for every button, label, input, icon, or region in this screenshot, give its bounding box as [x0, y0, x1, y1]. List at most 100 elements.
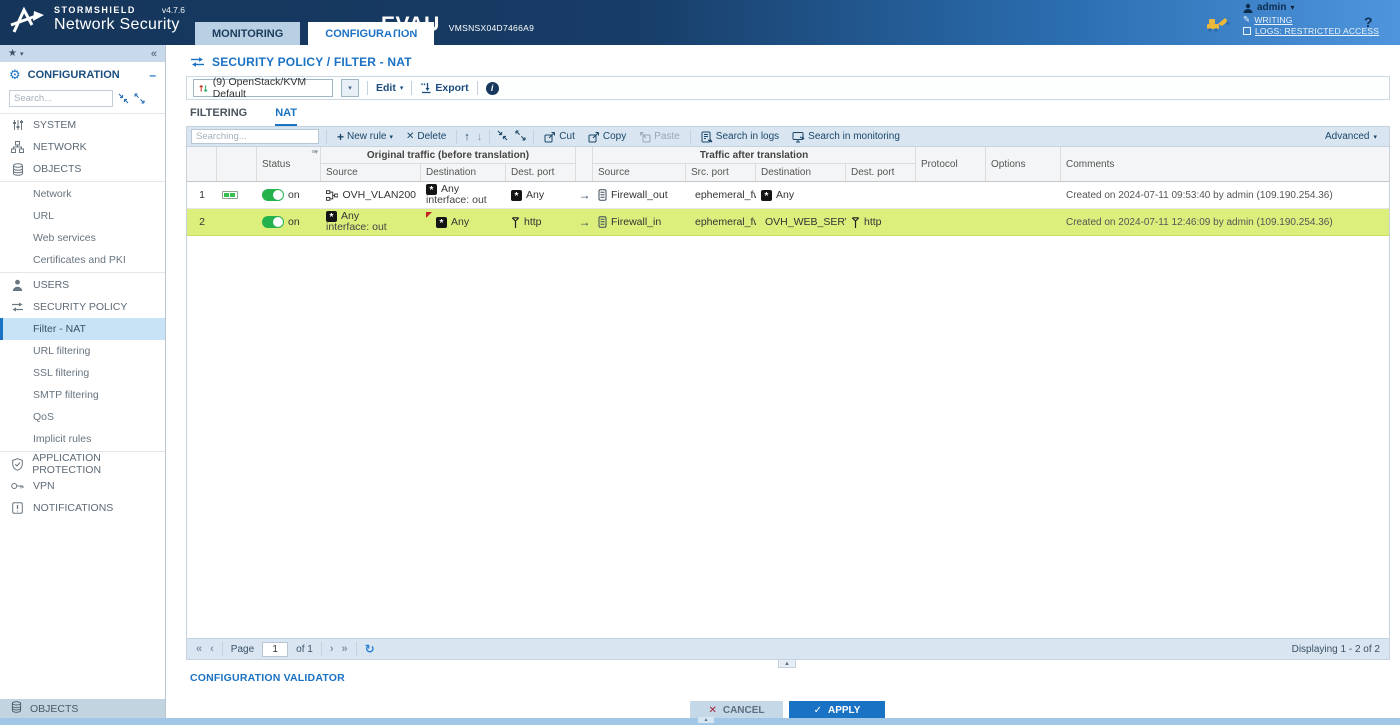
panel-collapse-handle[interactable]: ▲	[778, 660, 796, 668]
favorites-menu[interactable]: ★ ▾	[8, 48, 23, 59]
any-icon	[511, 189, 522, 201]
collapse-all-button[interactable]	[118, 93, 129, 104]
protocol-cell	[916, 209, 986, 235]
collapse-rows-button[interactable]	[497, 130, 508, 144]
options-cell	[986, 182, 1061, 208]
view-tabs: FILTERING NAT	[190, 107, 298, 127]
delete-icon: ✕	[406, 131, 415, 142]
sidebar-item-url[interactable]: URL	[33, 210, 55, 222]
move-up-button[interactable]: ↑	[464, 130, 470, 143]
expand-all-button[interactable]	[134, 93, 145, 104]
next-page-button[interactable]: ›	[329, 643, 334, 655]
edit-button[interactable]: Edit ▾	[376, 82, 404, 94]
copy-icon	[588, 131, 599, 142]
header-protocol: Protocol	[916, 147, 986, 181]
sidebar-item-security-policy[interactable]: SECURITY POLICY	[0, 296, 165, 318]
first-page-button[interactable]: «	[196, 643, 203, 655]
rules-search-input[interactable]	[191, 129, 319, 144]
arrow-right-icon: →	[578, 188, 591, 202]
collapse-tree-button[interactable]: –	[149, 67, 156, 82]
prev-page-button[interactable]: ‹	[210, 643, 214, 655]
user-icon	[10, 279, 25, 291]
divider	[367, 81, 368, 95]
star-icon: ★	[8, 48, 17, 59]
sidebar-item-filter-nat[interactable]: Filter - NAT	[0, 318, 165, 340]
refresh-icon[interactable]: ↻	[364, 642, 375, 656]
paste-button[interactable]: Paste	[636, 131, 683, 143]
sidebar-item-url-filtering[interactable]: URL filtering	[33, 345, 91, 357]
sidebar-item-qos[interactable]: QoS	[33, 411, 55, 423]
cancel-button[interactable]: ✕ CANCEL	[690, 701, 783, 719]
sidebar-item-users[interactable]: USERS	[0, 274, 165, 296]
header-dest-port: Dest. port	[506, 164, 576, 181]
sidebar-item-network[interactable]: NETWORK	[0, 136, 165, 158]
database-icon	[11, 701, 22, 716]
info-icon[interactable]: i	[485, 81, 499, 95]
sidebar-item-certificates[interactable]: Certificates and PKI	[33, 254, 126, 266]
dest-port-cell: Any	[506, 182, 576, 208]
policy-dropdown-button[interactable]: ▾	[341, 79, 359, 97]
nat-arrows-icon	[10, 301, 25, 313]
sidebar-item-notifications[interactable]: NOTIFICATIONS	[0, 497, 165, 519]
policy-selector[interactable]: (9) OpenStack/KVM Default	[193, 76, 333, 100]
cut-button[interactable]: Cut	[541, 131, 578, 143]
nat-rule-row[interactable]: 1 on OVH_VLAN200 Any interface: out Any	[187, 182, 1389, 209]
export-button[interactable]: Export	[420, 82, 469, 94]
help-button[interactable]: ?	[1364, 14, 1373, 30]
move-down-button[interactable]: ↓	[476, 130, 483, 143]
configuration-validator-link[interactable]: CONFIGURATION VALIDATOR	[190, 672, 345, 684]
sidebar-item-application-protection[interactable]: APPLICATION PROTECTION	[0, 452, 165, 476]
brand-name-small: STORMSHIELD	[54, 5, 136, 15]
apply-button[interactable]: ✓ APPLY	[789, 701, 885, 719]
usage-indicator-icon	[217, 182, 257, 208]
sidebar-search-row	[0, 87, 165, 114]
t-source-cell: Firewall_in	[593, 209, 686, 235]
tab-configuration[interactable]: CONFIGURATION	[308, 22, 435, 45]
expand-rows-button[interactable]	[515, 129, 526, 144]
advanced-button[interactable]: Advanced ▾	[1325, 131, 1377, 142]
status-toggle[interactable]	[262, 216, 284, 228]
status-toggle[interactable]	[262, 189, 284, 201]
last-page-button[interactable]: »	[341, 643, 348, 655]
page-input[interactable]	[262, 641, 289, 657]
new-rule-button[interactable]: + New rule ▾	[337, 129, 393, 144]
tab-monitoring[interactable]: MONITORING	[195, 22, 301, 45]
network-object-icon	[326, 189, 339, 201]
bottom-collapse-handle[interactable]: ▲	[698, 717, 714, 723]
port-icon	[851, 216, 860, 228]
search-in-logs-button[interactable]: Search in logs	[698, 131, 782, 143]
search-in-monitoring-button[interactable]: Search in monitoring	[789, 131, 903, 143]
header-comments: Comments	[1066, 158, 1115, 170]
nat-rule-row[interactable]: 2 on Any interface: out Any http	[187, 209, 1389, 236]
displaying-count: Displaying 1 - 2 of 2	[1291, 643, 1380, 655]
sidebar-collapse-button[interactable]: «	[150, 47, 157, 60]
sidebar-item-web-services[interactable]: Web services	[33, 232, 96, 244]
sidebar-item-vpn[interactable]: VPN	[0, 475, 165, 497]
t-destination-cell: OVH_WEB_SERVEI	[756, 209, 846, 235]
cancel-x-icon: ✕	[708, 704, 717, 716]
logs-access-link[interactable]: LOGS: RESTRICTED ACCESS	[1243, 26, 1379, 36]
header-t-src-port: Src. port	[686, 164, 756, 181]
sidebar-item-objects[interactable]: OBJECTS	[0, 158, 165, 180]
tab-nat[interactable]: NAT	[275, 107, 298, 127]
writing-mode-link[interactable]: ✎ WRITING	[1243, 14, 1379, 25]
sidebar-search-input[interactable]	[9, 90, 113, 107]
sidebar-item-smtp-filtering[interactable]: SMTP filtering	[33, 389, 99, 401]
sidebar-item-ssl-filtering[interactable]: SSL filtering	[33, 367, 90, 379]
copy-button[interactable]: Copy	[585, 131, 629, 143]
divider	[0, 181, 165, 182]
tab-filtering[interactable]: FILTERING	[190, 107, 248, 119]
comment-cell: Created on 2024-07-11 09:53:40 by admin …	[1066, 189, 1333, 201]
user-menu[interactable]: admin ▾	[1243, 2, 1379, 13]
delete-button[interactable]: ✕ Delete	[406, 131, 447, 142]
search-logs-icon	[701, 131, 713, 142]
any-icon	[426, 184, 437, 195]
sidebar-item-network-sub[interactable]: Network	[33, 188, 72, 200]
sidebar-item-system[interactable]: SYSTEM	[0, 114, 165, 136]
sort-icon[interactable]: ≡▾	[311, 149, 318, 156]
t-source-cell: Firewall_out	[593, 182, 686, 208]
brand-version: v4.7.6	[161, 5, 185, 15]
destination-cell: Any	[421, 209, 506, 235]
sidebar-item-implicit-rules[interactable]: Implicit rules	[33, 433, 92, 445]
objects-panel-toggle[interactable]: OBJECTS	[0, 699, 165, 718]
